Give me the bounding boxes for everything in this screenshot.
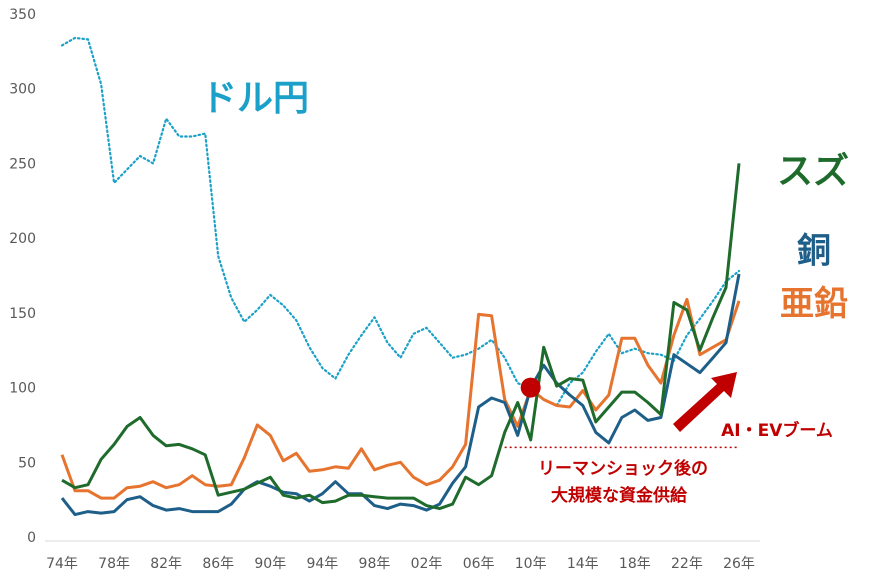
x-tick-label: 26年	[723, 556, 755, 572]
label-tin: スズ	[777, 150, 849, 192]
y-tick-label: 100	[9, 381, 36, 397]
x-tick-label: 78年	[98, 556, 130, 572]
series-copper	[60, 273, 741, 517]
x-tick-label: 10年	[515, 556, 547, 572]
x-tick-label: 82年	[150, 556, 182, 572]
x-tick-label: 98年	[359, 556, 391, 572]
annotation-boom: AI・EVブーム	[721, 420, 833, 441]
label-usdjpy: ドル円	[201, 78, 309, 119]
x-tick-label: 18年	[619, 556, 651, 572]
x-axis-ticks: 74年 78年 82年 86年 90年 94年 98年 02年 06年 10年 14年 18年 22年 2…	[46, 556, 755, 572]
y-tick-label: 0	[27, 530, 36, 546]
x-tick-label: 14年	[567, 556, 599, 572]
x-tick-label: 22年	[671, 556, 703, 572]
x-tick-label: 06年	[463, 556, 495, 572]
y-tick-label: 300	[9, 82, 36, 98]
x-tick-label: 02年	[411, 556, 443, 572]
y-tick-label: 250	[9, 156, 36, 172]
x-tick-label: 90年	[254, 556, 286, 572]
label-zinc: 亜鉛	[780, 284, 848, 324]
x-tick-label: 94年	[306, 556, 338, 572]
x-tick-label: 74年	[46, 556, 78, 572]
boom-arrow-icon	[673, 372, 737, 432]
label-copper: 銅	[797, 231, 831, 271]
annotation-lehman-line1: リーマンショック後の	[538, 458, 708, 479]
x-tick-label: 86年	[202, 556, 234, 572]
y-tick-label: 350	[9, 7, 36, 23]
y-axis-ticks: 0 50 100 150 200 250 300 350	[9, 7, 36, 546]
series-layer	[60, 36, 741, 517]
series-zinc	[60, 297, 741, 500]
series-usdjpy	[60, 36, 741, 407]
annotation-lehman-line2: 大規模な資金供給	[551, 485, 688, 506]
y-tick-label: 150	[9, 306, 36, 322]
series-tin	[61, 163, 741, 511]
lehman-marker	[520, 377, 541, 398]
y-tick-label: 50	[18, 455, 36, 471]
y-tick-label: 200	[9, 231, 36, 247]
